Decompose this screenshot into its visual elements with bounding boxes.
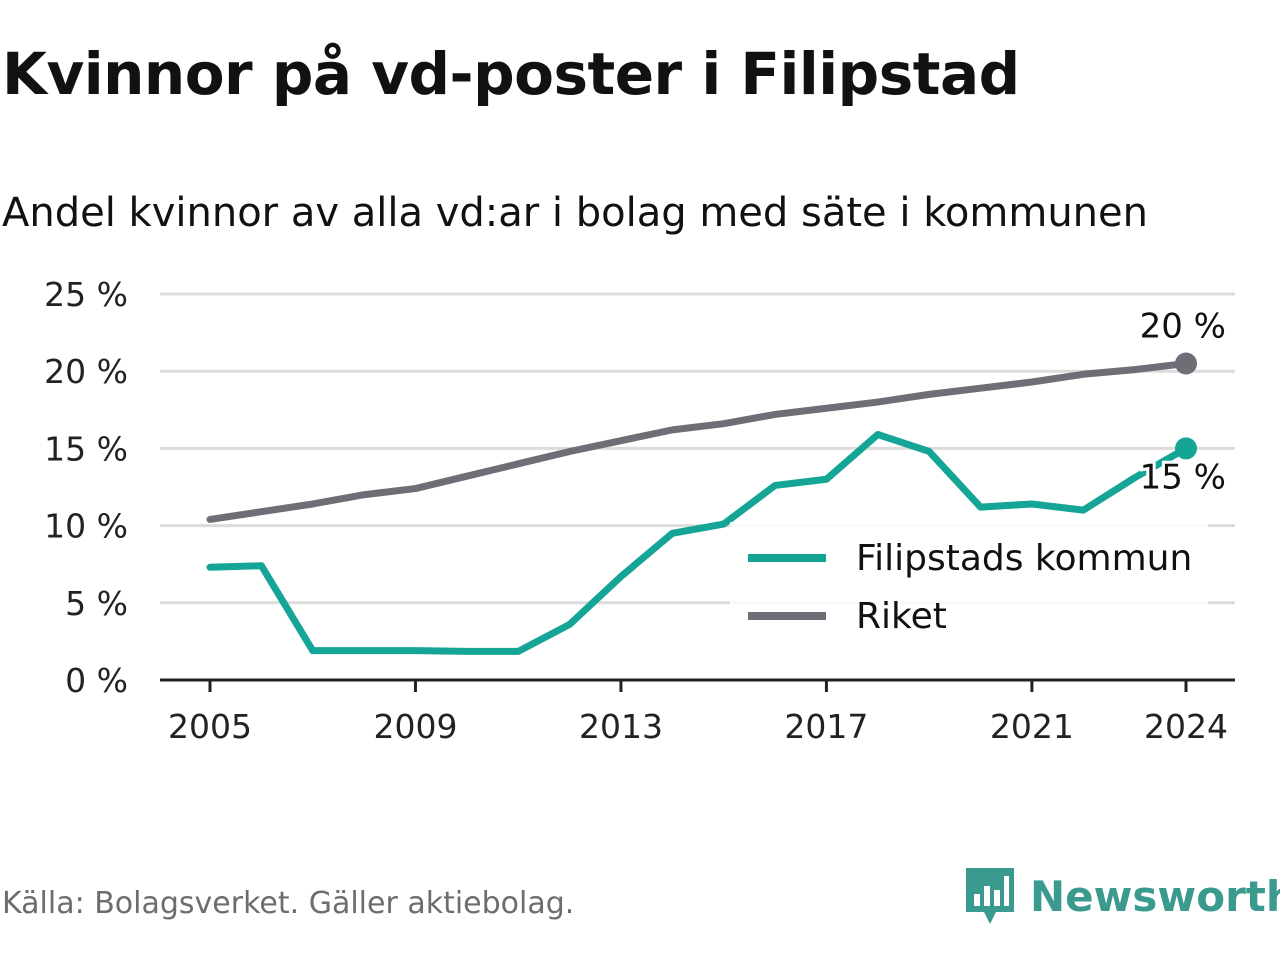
end-label-riket: 20 %	[1140, 306, 1226, 346]
legend-label: Filipstads kommun	[856, 538, 1192, 579]
x-tick-label: 2005	[168, 707, 252, 746]
newsworthy-logo-icon	[966, 868, 1014, 924]
x-tick-label: 2013	[579, 707, 663, 746]
series-line-riket	[206, 359, 1190, 523]
source-note: Källa: Bolagsverket. Gäller aktiebolag.	[2, 886, 575, 921]
end-label-filipstad: 15 %	[1140, 457, 1226, 497]
x-tick-label: 2024	[1144, 707, 1228, 746]
y-tick-label: 5 %	[65, 584, 128, 623]
brand-name: Newsworthy	[1030, 871, 1280, 921]
series-end-point	[1175, 352, 1197, 375]
y-tick-label: 0 %	[65, 661, 128, 700]
legend: Filipstads kommun Riket	[730, 522, 1208, 642]
series-lines	[206, 352, 1197, 655]
x-tick-label: 2009	[373, 707, 457, 746]
y-tick-label: 15 %	[44, 429, 128, 468]
y-axis-ticks: 0 % 5 % 10 % 15 % 20 % 25 %	[44, 275, 128, 700]
chart-subtitle: Andel kvinnor av alla vd:ar i bolag med …	[2, 190, 1148, 236]
legend-label: Riket	[856, 596, 947, 637]
y-tick-label: 10 %	[44, 507, 128, 546]
series-line-filipstad	[206, 431, 1190, 655]
legend-background	[730, 522, 1208, 642]
x-axis: 2005 2009 2013 2017 2021 2024	[160, 678, 1235, 746]
y-tick-label: 25 %	[44, 275, 128, 314]
end-labels: 20 % 15 %	[1137, 306, 1229, 500]
series-end-point	[1175, 437, 1197, 460]
x-tick-label: 2021	[990, 707, 1074, 746]
x-tick-label: 2017	[784, 707, 868, 746]
chart-title: Kvinnor på vd-poster i Filipstad	[2, 40, 1020, 108]
y-tick-label: 20 %	[44, 352, 128, 391]
brand-logo[interactable]: Newsworthy	[964, 864, 1280, 928]
line-chart: 0 %5 %10 %15 %20 %25 % 2005 2009 2013 2017 2…	[44, 275, 1235, 746]
